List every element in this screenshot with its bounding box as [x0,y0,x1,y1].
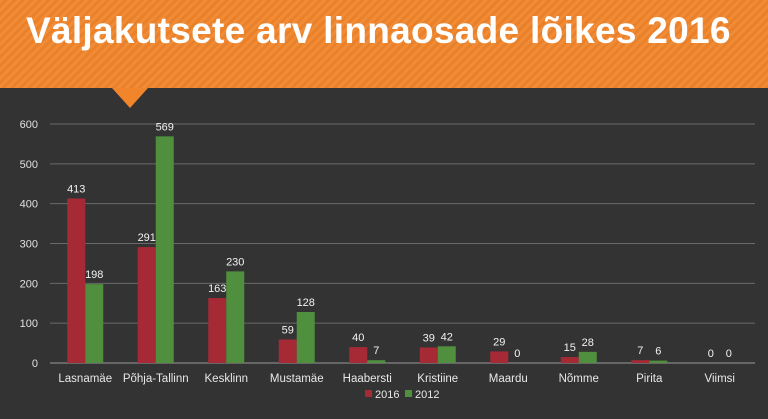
x-tick-label: Maardu [489,373,528,385]
legend-label: 2016 [375,389,399,401]
data-label: 0 [726,348,732,360]
bar-2012-4 [367,360,386,363]
data-label: 569 [156,121,174,133]
data-label: 15 [564,342,576,354]
data-label: 40 [352,332,364,344]
bar-2012-2 [226,271,245,363]
y-tick-label: 500 [20,159,38,171]
data-label: 291 [138,232,156,244]
banner-texture [0,0,768,88]
y-tick-label: 200 [20,278,38,290]
data-label: 6 [655,346,661,358]
y-tick-label: 400 [20,199,38,211]
bar-2012-8 [649,360,668,363]
legend-swatch-2016 [365,390,372,397]
data-label: 29 [493,336,505,348]
x-tick-label: Mustamäe [270,373,324,385]
title-banner [0,0,768,88]
bar-2016-4 [349,347,368,363]
data-label: 230 [226,256,244,268]
legend: 2016 2012 [365,389,439,401]
bar-2012-1 [155,136,174,363]
y-tick-label: 300 [20,239,38,251]
chart-title: Väljakutsete arv linnaosade lõikes 2016 [26,10,731,51]
y-tick-label: 600 [20,119,38,131]
data-label: 163 [208,283,226,295]
bars [67,136,668,363]
x-tick-label: Põhja-Tallinn [123,373,189,385]
bar-2012-3 [296,312,315,363]
y-tick-label: 0 [32,358,38,370]
banner-pointer [112,88,148,108]
data-label: 39 [423,332,435,344]
data-label: 128 [297,297,315,309]
data-label: 7 [637,345,643,357]
x-axis: Lasnamäe Põhja-Tallinn Kesklinn Mustamäe Haa… [58,373,735,385]
bar-2012-5 [437,346,456,363]
data-label: 413 [67,183,85,195]
bar-2016-7 [560,357,579,363]
data-label: 28 [582,337,594,349]
y-tick-label: 100 [20,318,38,330]
bar-2012-7 [578,351,597,363]
x-tick-label: Viimsi [705,373,735,385]
bar-2016-2 [208,298,227,363]
bar-2016-1 [137,247,156,363]
data-label: 198 [85,269,103,281]
x-tick-label: Haabersti [343,373,392,385]
x-tick-label: Lasnamäe [58,373,112,385]
bar-2016-0 [67,198,86,363]
y-axis: 0 100 200 300 400 500 600 [20,119,38,370]
x-tick-label: Pirita [636,373,663,385]
data-label: 0 [514,348,520,360]
bar-2016-6 [490,351,509,363]
x-tick-label: Kristiine [417,373,458,385]
data-label: 7 [373,345,379,357]
bar-2016-8 [631,360,650,363]
x-tick-label: Kesklinn [205,373,248,385]
bar-2012-0 [85,284,104,363]
data-label: 59 [282,324,294,336]
bar-2016-5 [419,347,438,363]
data-label: 0 [708,348,714,360]
legend-label: 2012 [415,389,439,401]
bar-2016-3 [278,339,297,363]
legend-swatch-2012 [405,390,412,397]
data-label: 42 [441,331,453,343]
x-tick-label: Nõmme [559,373,599,385]
